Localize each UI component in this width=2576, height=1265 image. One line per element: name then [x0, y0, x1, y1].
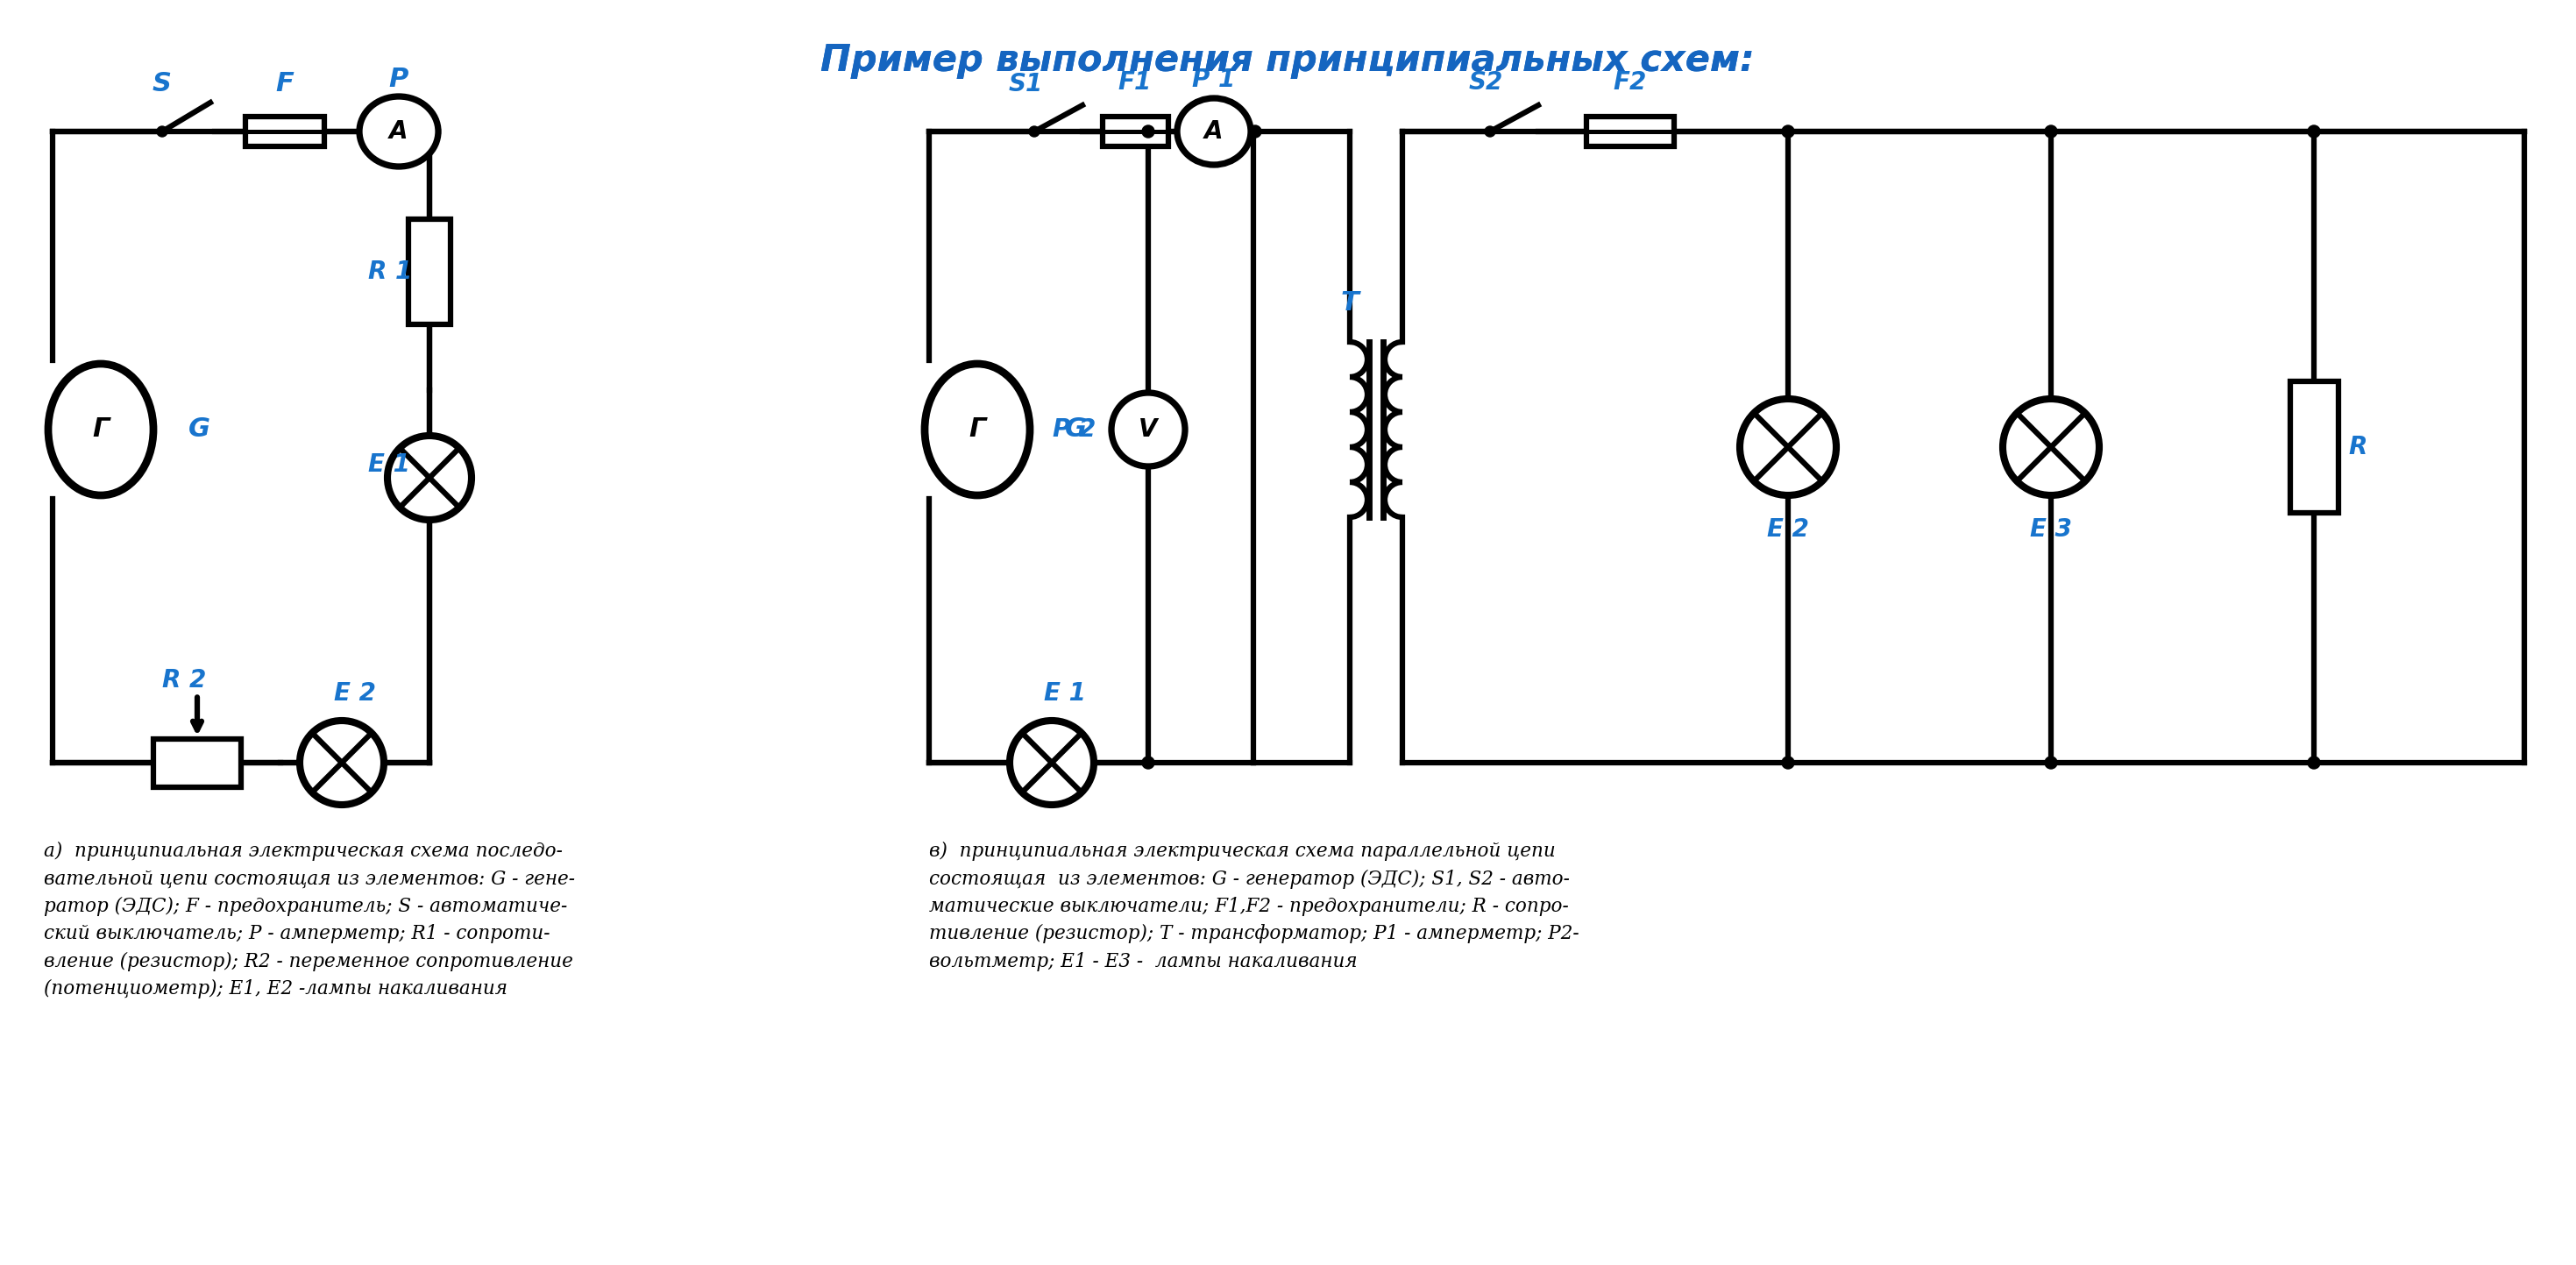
- Text: G: G: [188, 417, 211, 443]
- Bar: [2290, 381, 2339, 512]
- Text: Пример выполнения принципиальных схем:: Пример выполнения принципиальных схем:: [822, 42, 1754, 78]
- Text: V: V: [1139, 417, 1157, 441]
- Bar: [1103, 116, 1167, 147]
- Text: F2: F2: [1613, 70, 1646, 95]
- Text: E 2: E 2: [1767, 517, 1808, 541]
- Text: E 3: E 3: [2030, 517, 2071, 541]
- Text: E 1: E 1: [368, 453, 410, 477]
- Circle shape: [1028, 127, 1041, 137]
- Text: Г: Г: [969, 417, 987, 443]
- Circle shape: [386, 435, 471, 520]
- Text: S2: S2: [1468, 70, 1502, 95]
- Circle shape: [2002, 398, 2099, 496]
- Text: E 2: E 2: [335, 681, 376, 706]
- Bar: [245, 116, 325, 147]
- Ellipse shape: [361, 96, 438, 167]
- Circle shape: [1010, 721, 1095, 805]
- Text: R 1: R 1: [368, 259, 412, 285]
- Text: P: P: [389, 67, 410, 92]
- Circle shape: [1783, 756, 1793, 769]
- Circle shape: [1249, 125, 1262, 138]
- Circle shape: [2045, 756, 2058, 769]
- Text: T: T: [1340, 290, 1360, 315]
- Text: R 2: R 2: [162, 668, 206, 692]
- Text: R: R: [2349, 435, 2367, 459]
- Text: G: G: [1064, 417, 1087, 443]
- Text: E 1: E 1: [1043, 681, 1087, 706]
- Circle shape: [299, 721, 384, 805]
- Circle shape: [1739, 398, 1837, 496]
- Text: F: F: [276, 71, 294, 96]
- Text: A: A: [1206, 119, 1224, 144]
- Bar: [1587, 116, 1674, 147]
- Ellipse shape: [1177, 99, 1252, 164]
- Circle shape: [1783, 125, 1793, 138]
- Circle shape: [157, 127, 167, 137]
- Circle shape: [1141, 125, 1154, 138]
- Circle shape: [2045, 125, 2058, 138]
- Ellipse shape: [49, 364, 155, 496]
- Circle shape: [1484, 127, 1494, 137]
- Text: S1: S1: [1007, 72, 1043, 96]
- Circle shape: [2308, 756, 2321, 769]
- Ellipse shape: [925, 364, 1030, 496]
- Bar: [410, 219, 451, 324]
- Text: Пример выполнения принципиальных схем:: Пример выполнения принципиальных схем:: [822, 42, 1754, 78]
- Text: Г: Г: [93, 417, 108, 443]
- Text: в)  принципиальная электрическая схема параллельной цепи
состоящая  из элементов: в) принципиальная электрическая схема па…: [930, 841, 1579, 972]
- Text: F1: F1: [1118, 70, 1151, 95]
- Circle shape: [2308, 125, 2321, 138]
- Text: A: A: [389, 119, 407, 144]
- Circle shape: [1141, 756, 1154, 769]
- Ellipse shape: [1110, 392, 1185, 467]
- Text: P 2: P 2: [1054, 417, 1095, 441]
- Bar: [155, 739, 242, 787]
- Text: S: S: [152, 71, 173, 96]
- Text: а)  принципиальная электрическая схема последо-
вательной цепи состоящая из элем: а) принципиальная электрическая схема по…: [44, 841, 574, 999]
- Text: P 1: P 1: [1193, 67, 1236, 92]
